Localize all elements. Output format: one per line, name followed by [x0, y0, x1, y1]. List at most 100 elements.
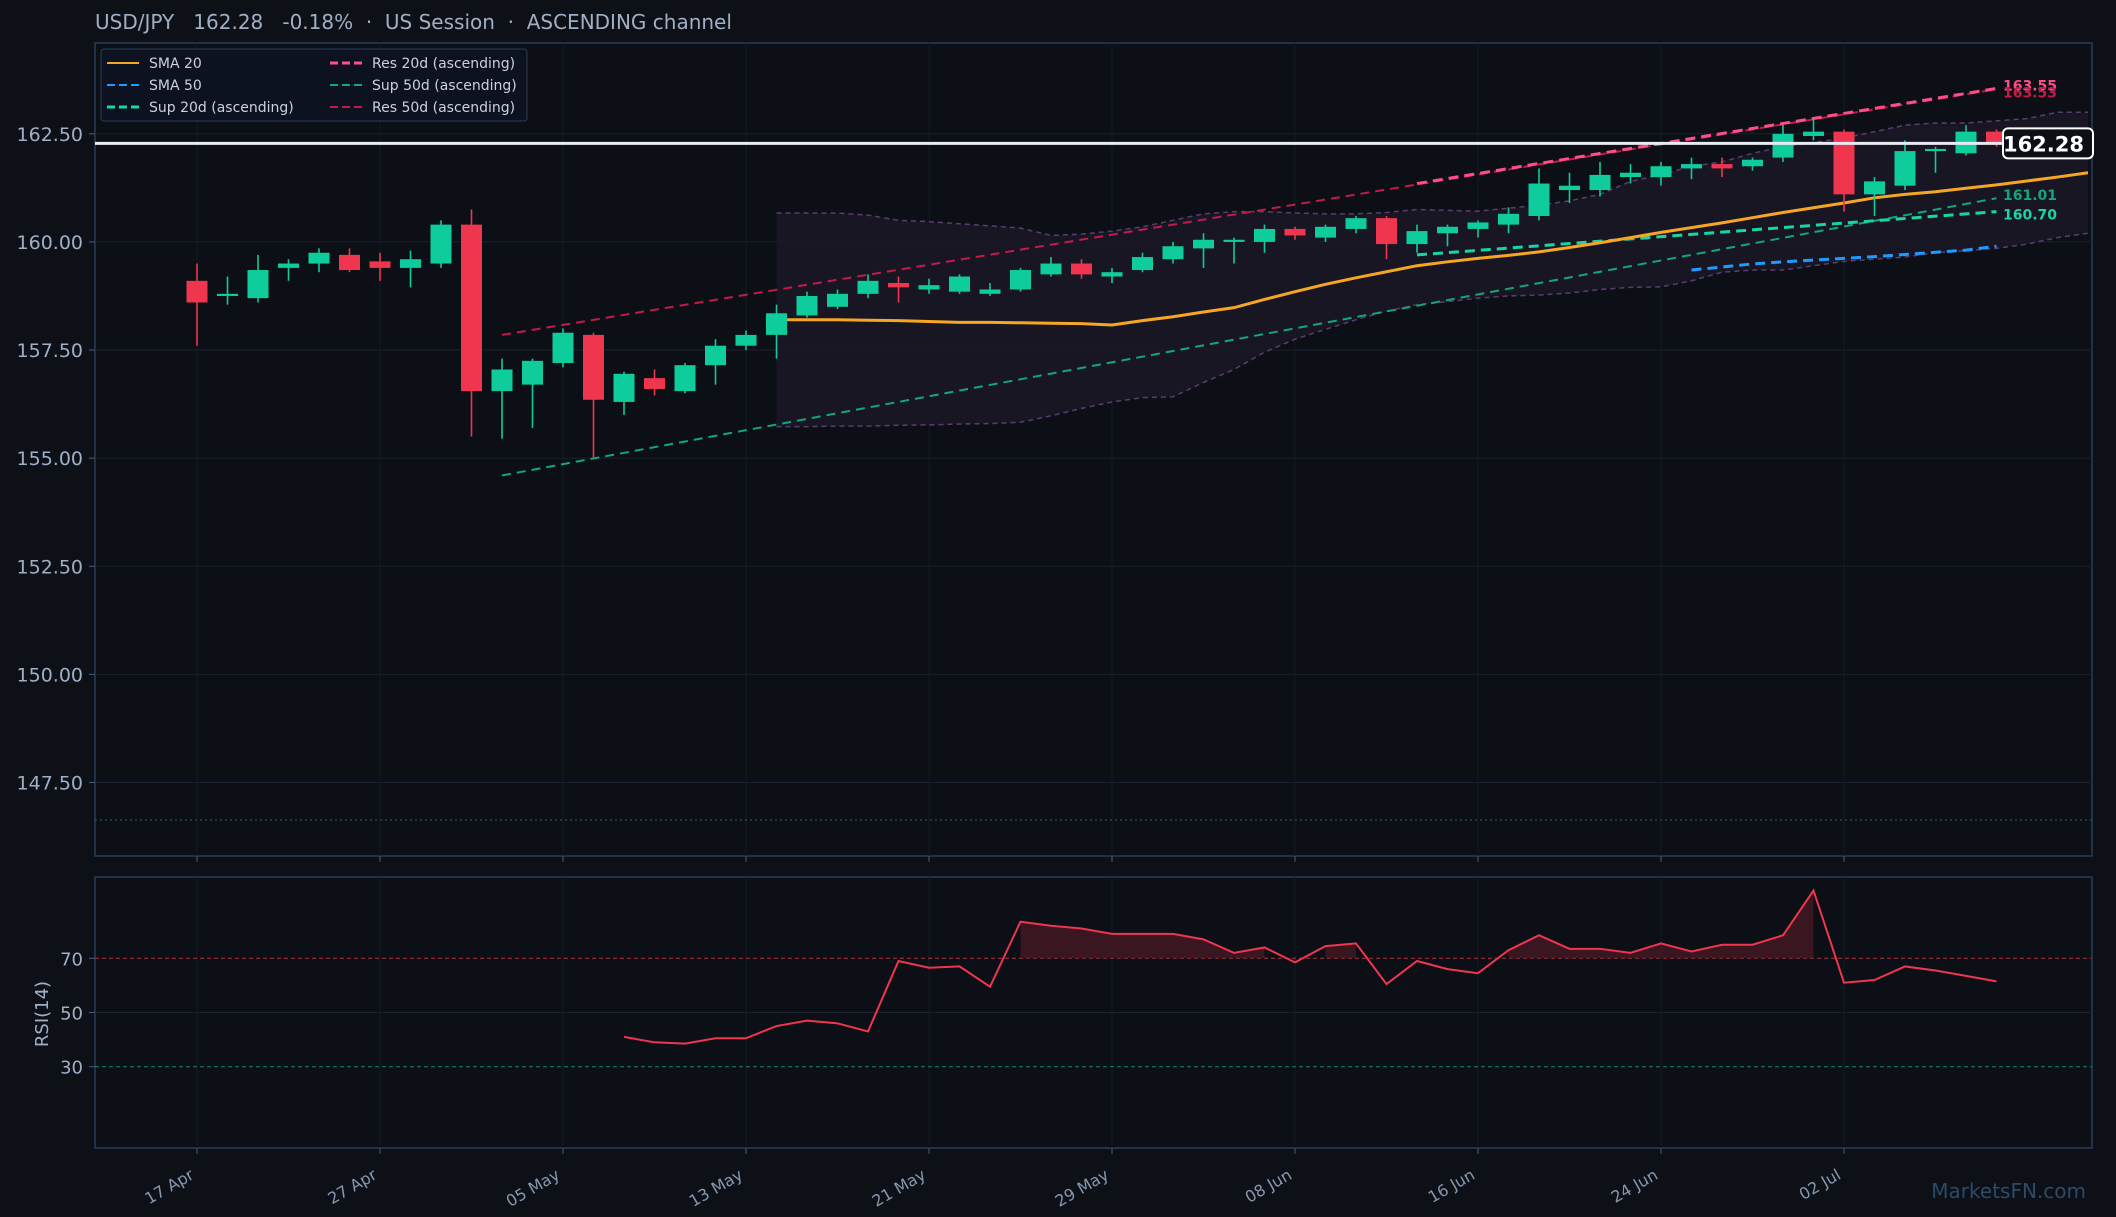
candle-body: [705, 345, 726, 366]
rsi-tick-label: 50: [60, 1004, 83, 1025]
candles: [186, 118, 2007, 459]
candle-body: [369, 261, 391, 268]
candle-body: [857, 280, 879, 294]
legend: SMA 20 SMA 50 Sup 20d (ascending) Res 20d (…: [100, 48, 528, 122]
candle-body: [888, 283, 909, 288]
res20-line: [1416, 86, 1997, 186]
candle-body: [918, 285, 940, 290]
candle-body: [1162, 246, 1184, 260]
candle-body: [1742, 159, 1763, 167]
right-level-label: 160.70: [2003, 208, 2057, 224]
legend-box: [100, 48, 528, 122]
right-level-label: 163.53: [2003, 85, 2057, 101]
sma20-line: [776, 171, 2089, 327]
y-tick-label: 147.50: [17, 772, 83, 794]
candle-body: [1315, 226, 1336, 238]
candle-body: [1559, 185, 1580, 191]
rsi-overbought-fill: [1325, 943, 1356, 959]
band-fill: [776, 112, 2088, 427]
candle-body: [308, 252, 330, 264]
rsi-tick-label: 70: [60, 949, 83, 970]
band-upper: [776, 111, 2088, 237]
candle-body: [552, 332, 574, 364]
candle-body: [461, 224, 482, 392]
y-tick-label: 157.50: [17, 340, 83, 362]
candle-body: [1132, 257, 1153, 271]
candle-body: [583, 334, 604, 400]
sup50-line: [501, 197, 1997, 477]
candle-body: [430, 224, 452, 264]
candle-body: [1467, 222, 1489, 229]
candle-body: [1010, 270, 1031, 290]
candle-body: [522, 360, 543, 385]
candle-body: [1620, 172, 1641, 178]
x-tick-label: 16 Jun: [1425, 1165, 1478, 1207]
candle-body: [1589, 174, 1611, 191]
res50-line: [501, 88, 1997, 336]
rsi-overbought-fill: [1508, 890, 1814, 959]
x-tick-label: 24 Jun: [1608, 1165, 1661, 1207]
candle-body: [1986, 131, 2007, 144]
candle-body: [247, 270, 269, 299]
rsi-axis-label: RSI(14): [32, 981, 53, 1047]
x-tick-label: 02 Jul: [1796, 1165, 1844, 1204]
rsi-chart: 30 50 70 RSI(14): [32, 888, 2092, 1079]
candle-body: [1498, 213, 1519, 225]
legend-label: SMA 50: [149, 78, 202, 94]
candle-body: [186, 280, 208, 303]
y-tick-label: 160.00: [17, 232, 83, 254]
current-price-box: [2002, 127, 2094, 160]
candle-body: [827, 293, 848, 307]
right-level-label: 161.01: [2003, 188, 2057, 204]
legend-label: Res 50d (ascending): [372, 100, 515, 116]
candle-body: [1894, 151, 1916, 186]
price: 162.28: [193, 10, 264, 34]
y-tick-label: 155.00: [17, 448, 83, 470]
candle-body: [1833, 131, 1855, 195]
legend-label: Res 20d (ascending): [372, 56, 515, 72]
candle-body: [1711, 164, 1733, 169]
x-tick-label: 05 May: [503, 1165, 563, 1211]
candle-body: [1345, 218, 1367, 229]
sup20-line: [1416, 210, 1997, 257]
candle-body: [278, 263, 299, 268]
candle-body: [1101, 272, 1123, 277]
candle-body: [979, 289, 1001, 294]
y-tick-label: 162.50: [17, 124, 83, 146]
candle-body: [1803, 131, 1824, 136]
symbol: USD/JPY: [95, 10, 175, 34]
x-tick-label: 08 Jun: [1242, 1165, 1295, 1207]
session: US Session: [384, 10, 495, 34]
candle-body: [1071, 263, 1092, 275]
channel-type: ASCENDING channel: [526, 10, 732, 34]
candle-body: [1528, 183, 1550, 216]
watermark: MarketsFN.com: [1931, 1179, 2086, 1203]
candle-body: [491, 369, 513, 392]
right-level-label: 163.55: [2003, 78, 2057, 94]
change: -0.18%: [282, 10, 354, 34]
candle-body: [1223, 239, 1245, 242]
candle-body: [1864, 181, 1885, 195]
x-tick-label: 13 May: [686, 1165, 746, 1211]
x-tick-label: 27 Apr: [324, 1165, 380, 1208]
legend-label: Sup 20d (ascending): [149, 100, 294, 116]
candle-body: [1925, 148, 1946, 152]
x-tick-label: 21 May: [869, 1165, 929, 1211]
y-tick-label: 152.50: [17, 556, 83, 578]
x-tick-label: 17 Apr: [141, 1165, 197, 1208]
candle-body: [949, 276, 970, 292]
candle-body: [217, 293, 238, 296]
candle-body: [1193, 239, 1214, 249]
candle-body: [1681, 164, 1702, 169]
candle-body: [400, 259, 421, 268]
candle-body: [1040, 263, 1062, 275]
candle-body: [1772, 133, 1794, 158]
y-tick-label: 150.00: [17, 664, 83, 686]
candle-body: [735, 334, 757, 346]
candle-body: [644, 378, 665, 389]
legend-label: SMA 20: [149, 56, 202, 72]
candle-body: [1254, 228, 1275, 242]
candle-body: [1376, 218, 1397, 245]
candle-body: [339, 254, 360, 271]
legend-label: Sup 50d (ascending): [372, 78, 517, 94]
